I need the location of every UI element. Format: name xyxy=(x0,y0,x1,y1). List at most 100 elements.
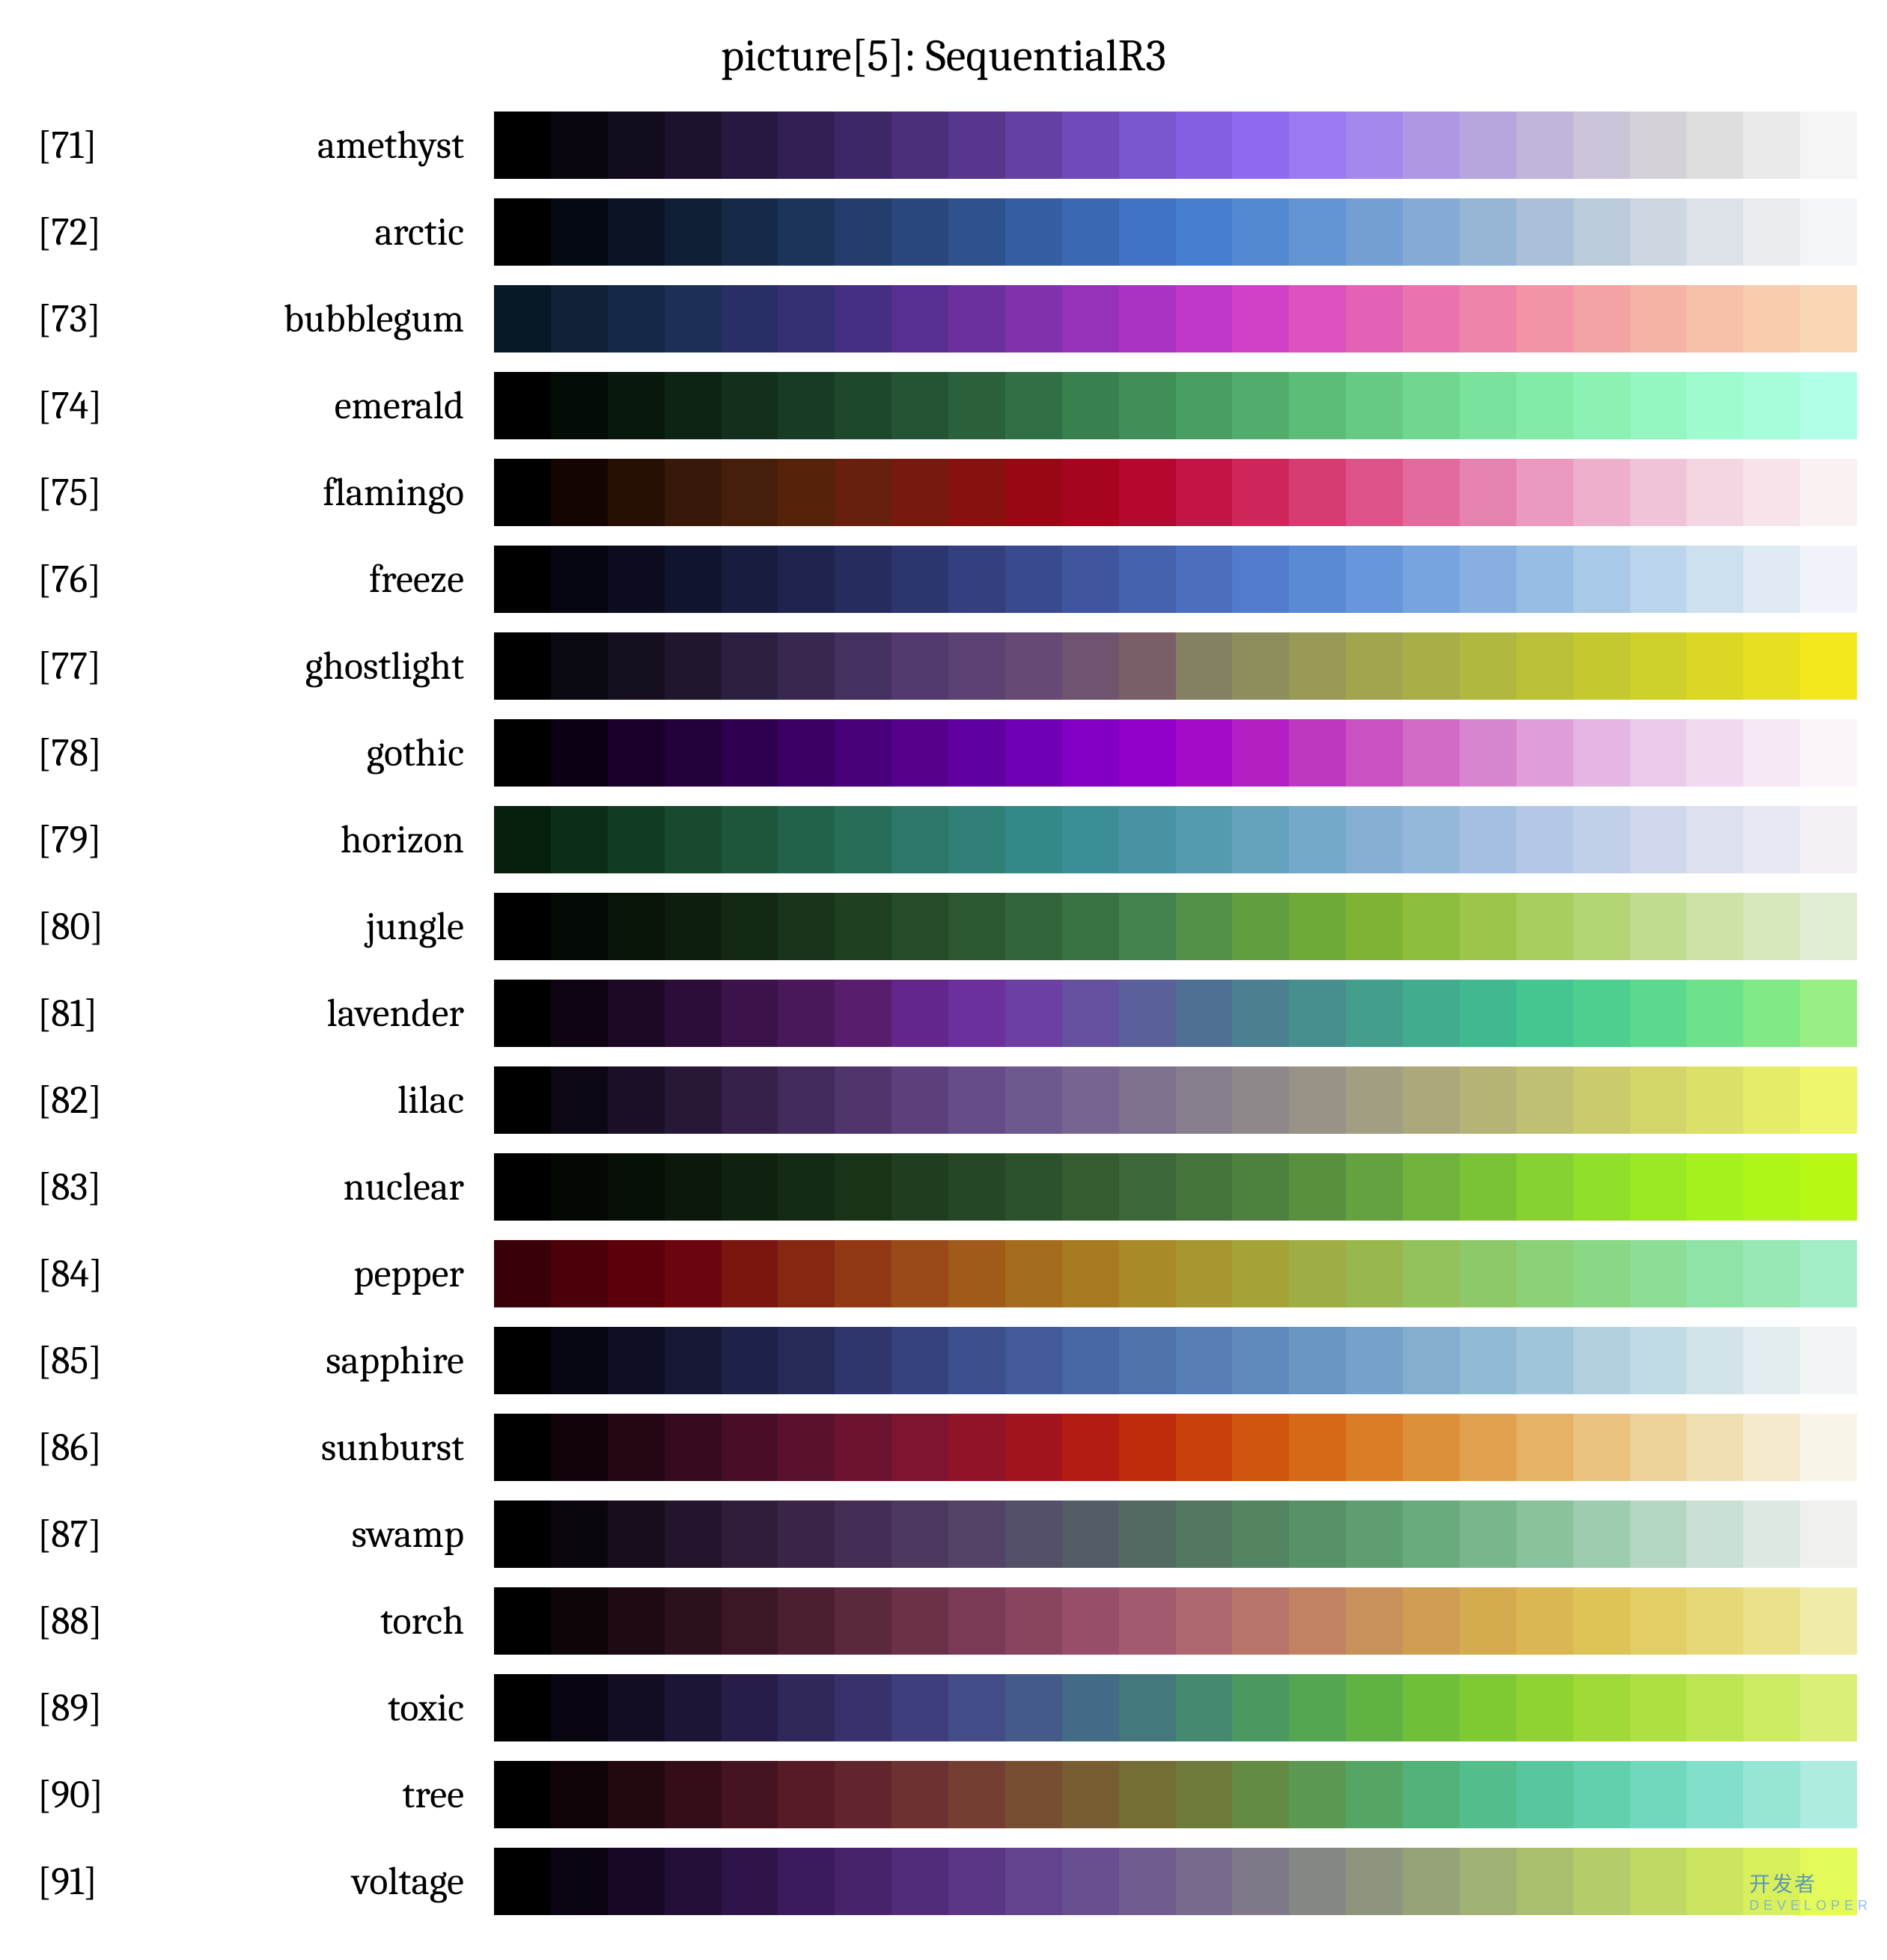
color-swatch xyxy=(1573,1327,1630,1394)
palette-name: flamingo xyxy=(142,470,494,515)
palette-row: [79]horizon xyxy=(30,806,1857,873)
color-swatch xyxy=(551,893,608,960)
color-swatch xyxy=(1630,198,1687,266)
color-swatch xyxy=(551,1761,608,1828)
color-swatch xyxy=(1686,1066,1743,1134)
color-swatch xyxy=(1403,285,1460,352)
palette-row: [86]sunburst xyxy=(30,1414,1857,1481)
palette-name: toxic xyxy=(142,1685,494,1730)
palette-bar xyxy=(494,1761,1857,1828)
color-swatch xyxy=(1800,1500,1857,1568)
color-swatch xyxy=(1516,112,1573,179)
color-swatch xyxy=(1176,632,1233,700)
color-swatch xyxy=(1460,1848,1516,1915)
color-swatch xyxy=(1062,719,1119,787)
color-swatch xyxy=(1232,1414,1289,1481)
color-swatch xyxy=(1743,112,1800,179)
color-swatch xyxy=(835,546,891,613)
color-swatch xyxy=(1062,112,1119,179)
color-swatch xyxy=(1630,546,1687,613)
palette-row: [82]lilac xyxy=(30,1066,1857,1134)
color-swatch xyxy=(1346,1240,1403,1307)
color-swatch xyxy=(1232,806,1289,873)
color-swatch xyxy=(1460,1500,1516,1568)
color-swatch xyxy=(778,198,835,266)
color-swatch xyxy=(1346,1674,1403,1741)
color-swatch xyxy=(722,1327,778,1394)
color-swatch xyxy=(1176,372,1233,439)
color-swatch xyxy=(494,1153,551,1221)
palette-row: [87]swamp xyxy=(30,1500,1857,1568)
color-swatch xyxy=(1005,1327,1062,1394)
palette-name: sapphire xyxy=(142,1338,494,1383)
color-swatch xyxy=(665,1587,722,1655)
color-swatch xyxy=(891,198,948,266)
color-swatch xyxy=(1119,546,1176,613)
color-swatch xyxy=(1630,1848,1687,1915)
color-swatch xyxy=(1232,1587,1289,1655)
color-swatch xyxy=(1062,806,1119,873)
color-swatch xyxy=(665,1240,722,1307)
color-swatch xyxy=(665,372,722,439)
color-swatch xyxy=(665,459,722,526)
color-swatch xyxy=(1403,546,1460,613)
color-swatch xyxy=(608,1414,665,1481)
color-swatch xyxy=(891,1414,948,1481)
color-swatch xyxy=(1289,459,1346,526)
palette-bar xyxy=(494,546,1857,613)
color-swatch xyxy=(835,1587,891,1655)
color-swatch xyxy=(1119,632,1176,700)
color-swatch xyxy=(1176,546,1233,613)
color-swatch xyxy=(1800,1587,1857,1655)
color-swatch xyxy=(1232,1848,1289,1915)
color-swatch xyxy=(551,1327,608,1394)
color-swatch xyxy=(1573,198,1630,266)
palette-bar xyxy=(494,459,1857,526)
color-swatch xyxy=(722,1500,778,1568)
color-swatch xyxy=(608,719,665,787)
palette-name: swamp xyxy=(142,1512,494,1557)
color-swatch xyxy=(778,893,835,960)
palette-bar xyxy=(494,719,1857,787)
color-swatch xyxy=(1403,1153,1460,1221)
color-swatch xyxy=(1005,112,1062,179)
palette-name: arctic xyxy=(142,210,494,254)
color-swatch xyxy=(1800,1761,1857,1828)
color-swatch xyxy=(1232,1674,1289,1741)
color-swatch xyxy=(1176,1674,1233,1741)
color-swatch xyxy=(1743,459,1800,526)
color-swatch xyxy=(1346,198,1403,266)
color-swatch xyxy=(1176,1327,1233,1394)
color-swatch xyxy=(1630,1153,1687,1221)
palette-bar xyxy=(494,1327,1857,1394)
color-swatch xyxy=(1062,1240,1119,1307)
color-swatch xyxy=(835,198,891,266)
color-swatch xyxy=(1005,719,1062,787)
color-swatch xyxy=(1573,1066,1630,1134)
palette-row: [80]jungle xyxy=(30,893,1857,960)
color-swatch xyxy=(1743,1674,1800,1741)
color-swatch xyxy=(1176,1500,1233,1568)
color-swatch xyxy=(551,632,608,700)
color-swatch xyxy=(722,1066,778,1134)
color-swatch xyxy=(948,1066,1005,1134)
color-swatch xyxy=(1346,1066,1403,1134)
palette-index: [75] xyxy=(30,470,142,515)
palette-row: [85]sapphire xyxy=(30,1327,1857,1394)
color-swatch xyxy=(1800,719,1857,787)
color-swatch xyxy=(835,719,891,787)
color-swatch xyxy=(665,198,722,266)
color-swatch xyxy=(1176,1066,1233,1134)
color-swatch xyxy=(1516,806,1573,873)
color-swatch xyxy=(551,285,608,352)
color-swatch xyxy=(948,1500,1005,1568)
color-swatch xyxy=(1119,1674,1176,1741)
color-swatch xyxy=(1119,1500,1176,1568)
color-swatch xyxy=(778,980,835,1047)
color-swatch xyxy=(1062,893,1119,960)
color-swatch xyxy=(1062,285,1119,352)
color-swatch xyxy=(1800,1240,1857,1307)
color-swatch xyxy=(891,1240,948,1307)
palette-name: bubblegum xyxy=(142,296,494,341)
color-swatch xyxy=(494,112,551,179)
